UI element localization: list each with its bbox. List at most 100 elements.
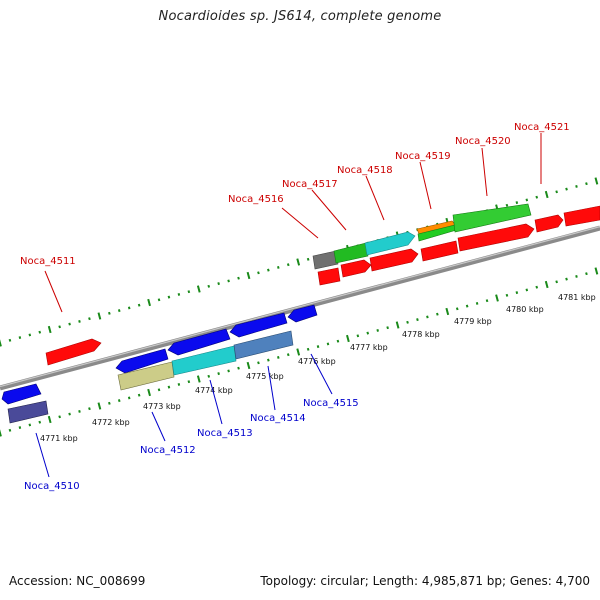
leader-line — [35, 432, 50, 478]
gene-arrow-blue-0[interactable] — [1, 383, 42, 405]
kbp-label-group: 4771 kbp 4772 kbp 4773 kbp 4774 kbp 4775… — [40, 293, 596, 443]
leader-line — [44, 270, 63, 313]
reverse-genes — [1, 304, 318, 424]
minor-tick — [267, 268, 270, 272]
major-tick — [0, 429, 2, 437]
kbp-label: 4778 kbp — [402, 330, 440, 339]
minor-tick — [28, 333, 32, 337]
minor-tick — [386, 326, 389, 330]
minor-tick — [127, 306, 131, 310]
gene-arrow-blue-3[interactable] — [229, 312, 288, 338]
minor-tick — [455, 307, 459, 311]
gene-box-noca-4512[interactable] — [117, 361, 175, 391]
gene-arrow-blue-2[interactable] — [167, 328, 231, 356]
leader-line — [419, 161, 432, 210]
minor-tick — [38, 420, 42, 424]
gene-label[interactable]: Noca_4517 — [282, 179, 338, 190]
minor-tick — [336, 339, 340, 343]
gene-label[interactable]: Noca_4510 — [24, 481, 80, 492]
gene-box-noca-4514[interactable] — [233, 330, 294, 360]
gene-label[interactable]: Noca_4519 — [395, 151, 451, 162]
major-tick — [246, 361, 251, 370]
gene-arrow-cyan[interactable] — [364, 231, 416, 256]
gene-label[interactable]: Noca_4521 — [514, 122, 570, 133]
gene-label[interactable]: Noca_4513 — [197, 428, 253, 439]
gene-arrow-blue-4[interactable] — [287, 304, 318, 323]
minor-tick — [68, 412, 71, 416]
major-tick — [147, 388, 151, 397]
minor-tick — [406, 320, 409, 324]
minor-tick — [306, 257, 310, 261]
minor-tick — [18, 426, 22, 430]
minor-tick — [565, 187, 568, 191]
minor-tick — [277, 355, 280, 359]
major-tick — [47, 325, 52, 334]
gene-box-red-small[interactable] — [317, 267, 341, 286]
gene-arrow-noca-4511[interactable] — [45, 338, 102, 366]
major-tick — [346, 334, 350, 343]
minor-tick — [167, 295, 171, 299]
gene-box-noca-4510[interactable] — [7, 400, 49, 424]
minor-tick — [108, 401, 111, 405]
gene-arrow-red-1[interactable] — [340, 259, 372, 278]
genome-backbone-highlight — [0, 226, 600, 388]
major-tick — [0, 339, 2, 347]
gene-label[interactable]: Noca_4512 — [140, 445, 196, 456]
gene-arrow-red-5[interactable] — [534, 214, 564, 233]
major-tick — [147, 298, 151, 307]
gene-box-red-6[interactable] — [563, 205, 600, 227]
minor-tick — [376, 328, 379, 332]
minor-tick — [426, 315, 429, 319]
minor-tick — [257, 361, 260, 365]
minor-tick — [316, 345, 320, 349]
gene-arrow-red-4[interactable] — [457, 223, 535, 252]
gene-label[interactable]: Noca_4511 — [20, 256, 76, 267]
minor-tick — [565, 277, 568, 281]
minor-tick — [535, 285, 539, 289]
gene-arrow-green-3[interactable] — [452, 203, 532, 233]
minor-tick — [207, 374, 211, 378]
gene-label[interactable]: Noca_4515 — [303, 398, 359, 409]
minor-tick — [555, 190, 558, 194]
minor-tick — [187, 290, 191, 294]
kbp-label: 4781 kbp — [558, 293, 596, 302]
gene-label[interactable]: Noca_4518 — [337, 165, 393, 176]
gene-label[interactable]: Noca_4516 — [228, 194, 284, 205]
minor-tick — [217, 372, 220, 376]
kbp-label: 4774 kbp — [195, 386, 233, 395]
minor-tick — [485, 299, 489, 303]
kbp-label: 4779 kbp — [454, 317, 492, 326]
minor-tick — [326, 342, 330, 346]
leader-lines — [35, 133, 542, 478]
major-tick — [97, 402, 102, 410]
minor-tick — [137, 303, 141, 307]
minor-tick — [286, 263, 290, 267]
gene-arrow-green-1[interactable] — [333, 242, 369, 264]
major-tick — [196, 375, 201, 383]
major-tick — [246, 271, 251, 280]
gene-arrow-blue-1[interactable] — [115, 348, 169, 374]
minor-tick — [237, 276, 240, 280]
major-tick — [296, 348, 301, 356]
minor-tick — [177, 382, 181, 386]
minor-tick — [575, 274, 578, 278]
gene-box-red-3[interactable] — [420, 240, 459, 262]
kbp-label: 4773 kbp — [143, 402, 181, 411]
major-tick — [296, 258, 301, 266]
leader-line — [281, 207, 319, 239]
gene-label[interactable]: Noca_4520 — [455, 136, 511, 147]
gene-arrow-red-2[interactable] — [369, 248, 419, 272]
gene-label[interactable]: Noca_4514 — [250, 413, 306, 424]
genome-backbone — [0, 225, 600, 391]
kbp-label: 4772 kbp — [92, 418, 130, 427]
gene-box-grey[interactable] — [312, 250, 339, 270]
minor-tick — [207, 284, 211, 288]
leader-line — [481, 147, 488, 197]
gene-box-noca-4513[interactable] — [171, 345, 237, 376]
leader-line — [267, 365, 276, 411]
minor-tick — [137, 393, 141, 397]
leader-line — [365, 175, 385, 221]
major-tick — [395, 321, 400, 329]
minor-tick — [167, 385, 171, 389]
